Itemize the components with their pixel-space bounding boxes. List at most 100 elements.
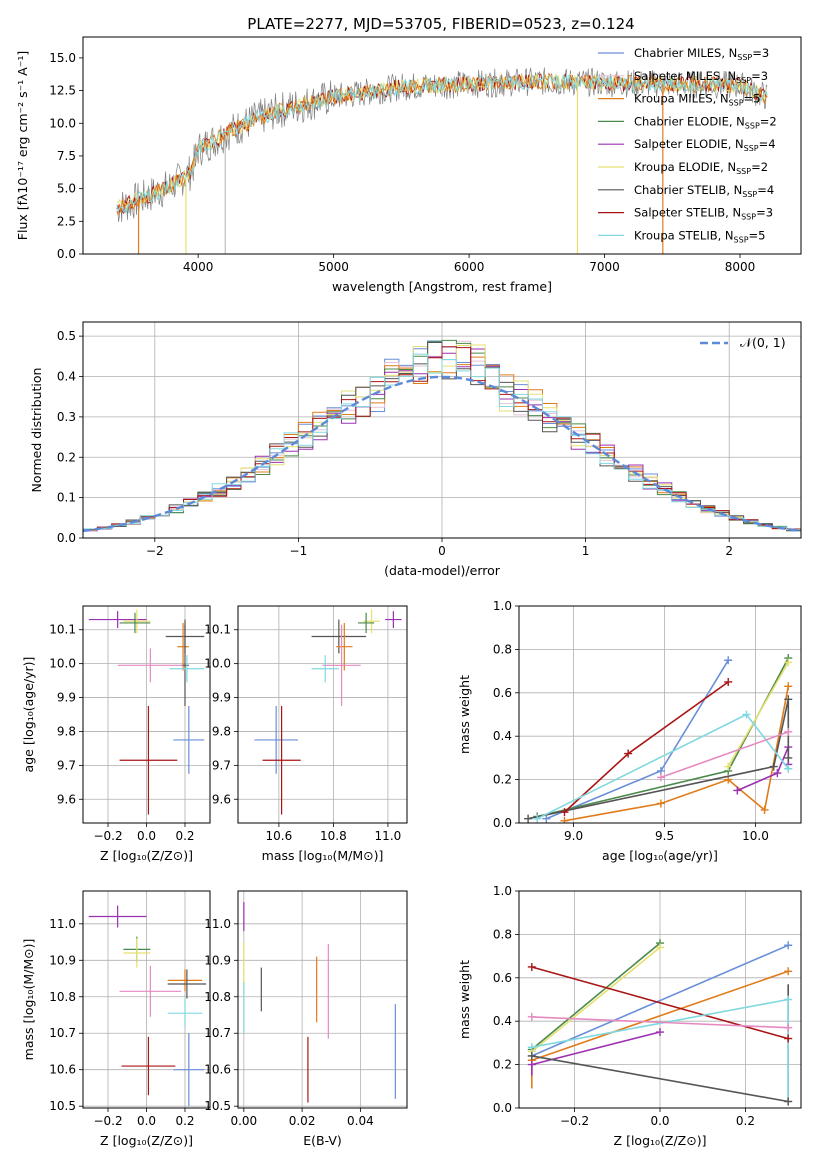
data-point [311,655,339,683]
x-tick-label: −0.2 [560,1114,589,1128]
weight-marker [656,1028,664,1037]
data-point [119,612,151,634]
x-tick-label: 8000 [725,260,756,274]
x-axis-label: wavelength [Angstrom, rest frame] [332,279,552,294]
weight-marker [769,762,778,771]
x-tick-label: 10.6 [266,829,293,843]
data-point [385,611,402,629]
data-point [167,969,203,992]
x-tick-label: −0.2 [93,829,122,843]
x-tick-label: 0.2 [736,1114,755,1128]
axes-frame [82,890,211,1109]
x-tick-label: 0 [438,544,446,558]
panel-mass-Z: −0.2 0.0 0.2 10.5 10.6 10.7 10.8 10.9 11.0 Z [log… [21,890,211,1148]
normal-curve [83,375,801,533]
weight-series-line [537,657,790,818]
axes-frame [237,605,408,824]
weight-marker [533,814,542,823]
weight-marker [784,753,793,762]
weight-marker [733,786,742,795]
legend-label: Salpeter ELODIE, NSSP=4 [634,137,776,153]
data-point [119,965,182,1017]
y-tick-label: 10.1 [49,623,76,637]
x-tick-label: 0.0 [137,1114,156,1128]
x-tick-label: 0.2 [175,1114,194,1128]
y-tick-label: 1.0 [493,884,512,898]
y-tick-label: 9.9 [212,691,231,705]
axes-frame [518,605,802,824]
axes-frame [237,890,408,1109]
x-tick-label: 11.0 [375,829,402,843]
y-tick-label: 10.6 [204,1063,231,1077]
y-tick-label: 0.2 [493,1058,512,1072]
x-tick-label: 0.0 [137,829,156,843]
legend-label: Kroupa STELIB, NSSP=5 [634,228,765,244]
plot-content [116,67,768,254]
y-tick-label: 9.8 [212,724,231,738]
x-tick-label: 0.02 [289,1114,316,1128]
weight-marker [784,658,793,667]
x-tick-label: 0.2 [175,829,194,843]
x-axis-label: mass [log₁₀(M/M⊙)] [262,848,384,863]
y-tick-label: 12.5 [49,84,76,98]
y-tick-label: 0.8 [493,927,512,941]
weight-marker [527,1012,536,1021]
y-tick-label: 9.6 [212,792,231,806]
x-axis-label: Z [log₁₀(Z/Z⊙)] [614,1133,707,1148]
y-tick-label: 9.8 [57,724,76,738]
y-tick-label: 10.1 [204,623,231,637]
weight-marker [527,1060,536,1069]
weight-series-line [531,998,789,1048]
y-tick-label: 9.7 [57,758,76,772]
data-point [88,611,147,629]
data-point [123,609,151,634]
y-tick-label: 9.9 [57,691,76,705]
weight-marker [784,941,793,950]
y-tick-label: 10.7 [204,1026,231,1040]
y-tick-label: 10.5 [49,1099,76,1113]
data-point [177,622,189,671]
weight-marker [524,814,533,823]
weight-marker [784,727,793,736]
y-tick-label: 10.8 [204,990,231,1004]
x-tick-label: 6000 [454,260,485,274]
histogram-series [83,353,801,533]
weight-marker [724,677,733,686]
y-tick-label: 10.0 [49,116,76,130]
x-tick-label: −2 [146,544,164,558]
y-axis-label: mass [log₁₀(M/M⊙)] [21,939,36,1061]
weight-marker [784,967,793,976]
weight-marker [784,695,793,704]
data-point [167,969,207,999]
x-axis-label: E(B-V) [303,1133,342,1148]
y-tick-label: 0.1 [57,491,76,505]
x-axis-label: Z [log₁₀(Z/Z⊙)] [100,848,193,863]
data-point [121,1036,176,1096]
y-tick-label: 5.0 [57,182,76,196]
data-point [173,706,205,774]
weight-marker [656,799,665,808]
y-tick-label: 0.0 [57,531,76,545]
axes-frame [82,36,802,255]
y-tick-label: 11.0 [49,917,76,931]
y-axis-label: mass weight [457,960,472,1039]
x-tick-label: 4000 [183,260,214,274]
legend-label: Chabrier MILES, NSSP=3 [634,46,769,62]
y-tick-label: 10.7 [49,1026,76,1040]
weight-series-line [660,731,789,779]
x-tick-label: 0.00 [230,1114,257,1128]
model-spectrum-line [116,74,768,214]
y-tick-label: 0.3 [57,410,76,424]
weight-marker [760,805,769,814]
weight-marker [560,808,569,817]
panel-mass-ebv: 0.00 0.02 0.04 10.5 10.6 10.7 10.8 10.9 11.0 E(B-… [204,890,408,1148]
panel-spectrum: 4000 5000 6000 7000 8000 0.0 2.5 5.0 7.5 10.0 12.5… [15,36,802,294]
weight-marker [784,682,793,691]
y-tick-label: 10.0 [204,657,231,671]
x-tick-label: −0.2 [93,1114,122,1128]
data-point [169,655,205,683]
y-tick-label: 2.5 [57,214,76,228]
data-point [88,905,147,928]
y-tick-label: 10.8 [49,990,76,1004]
plot-content [88,905,207,1107]
